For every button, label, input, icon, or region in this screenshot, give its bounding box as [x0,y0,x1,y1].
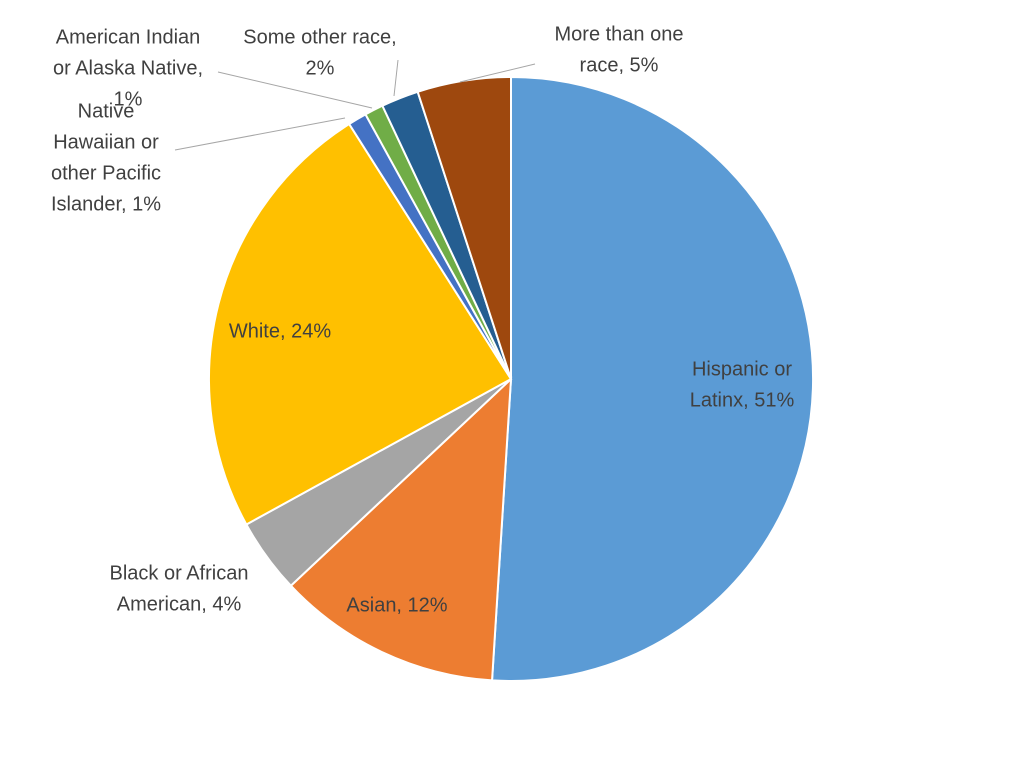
data-label-line: Some other race, [243,26,396,48]
pie-slice-white [208,122,513,526]
data-label-line: race, 5% [580,54,659,76]
data-label-american-indian-or-alaska-native: American Indian or Alaska Native, 1% [53,26,203,110]
data-label-line: 2% [306,57,335,79]
data-label-line: More than one [555,23,684,45]
leader-line-some-other-race [393,59,399,97]
leader-lines [174,59,536,151]
data-label-some-other-race: Some other race, 2% [243,26,396,79]
data-label-line: Hispanic or [692,358,792,380]
data-label-line: other Pacific [51,162,161,184]
data-label-line: Native [78,100,135,122]
leader-line-native-hawaiian-or-other-pacific-islander [174,117,346,151]
data-label-white: White, 24% [229,320,331,342]
leader-line-american-indian-or-alaska-native [217,71,373,109]
data-label-hispanic-or-latinx: Hispanic or Latinx, 51% [690,358,795,411]
data-label-line: White, 24% [229,320,331,342]
data-label-line: Latinx, 51% [690,389,795,411]
data-label-more-than-one-race: More than one race, 5% [555,23,684,76]
data-labels: Hispanic or Latinx, 51% Asian, 12% Black or… [51,23,795,616]
pie-slices [208,75,815,682]
data-label-line: American Indian [56,26,201,48]
data-label-line: Islander, 1% [51,193,161,215]
data-label-black-or-african-american: Black or African American, 4% [110,562,249,615]
data-label-line: Black or African [110,562,249,584]
data-label-line: Hawaiian or [53,131,159,153]
data-label-asian: Asian, 12% [346,594,447,616]
data-label-line: American, 4% [117,593,242,615]
data-label-line: or Alaska Native, [53,57,203,79]
data-label-native-hawaiian-or-other-pacific-islander: Native Hawaiian or other Pacific Islander, … [51,100,161,215]
pie-slice-asian [289,376,513,682]
data-label-line: 1% [114,88,143,110]
pie-slice-hispanic-or-latinx [490,75,815,682]
data-label-line: Asian, 12% [346,594,447,616]
leader-line-more-than-one-race [459,63,536,83]
